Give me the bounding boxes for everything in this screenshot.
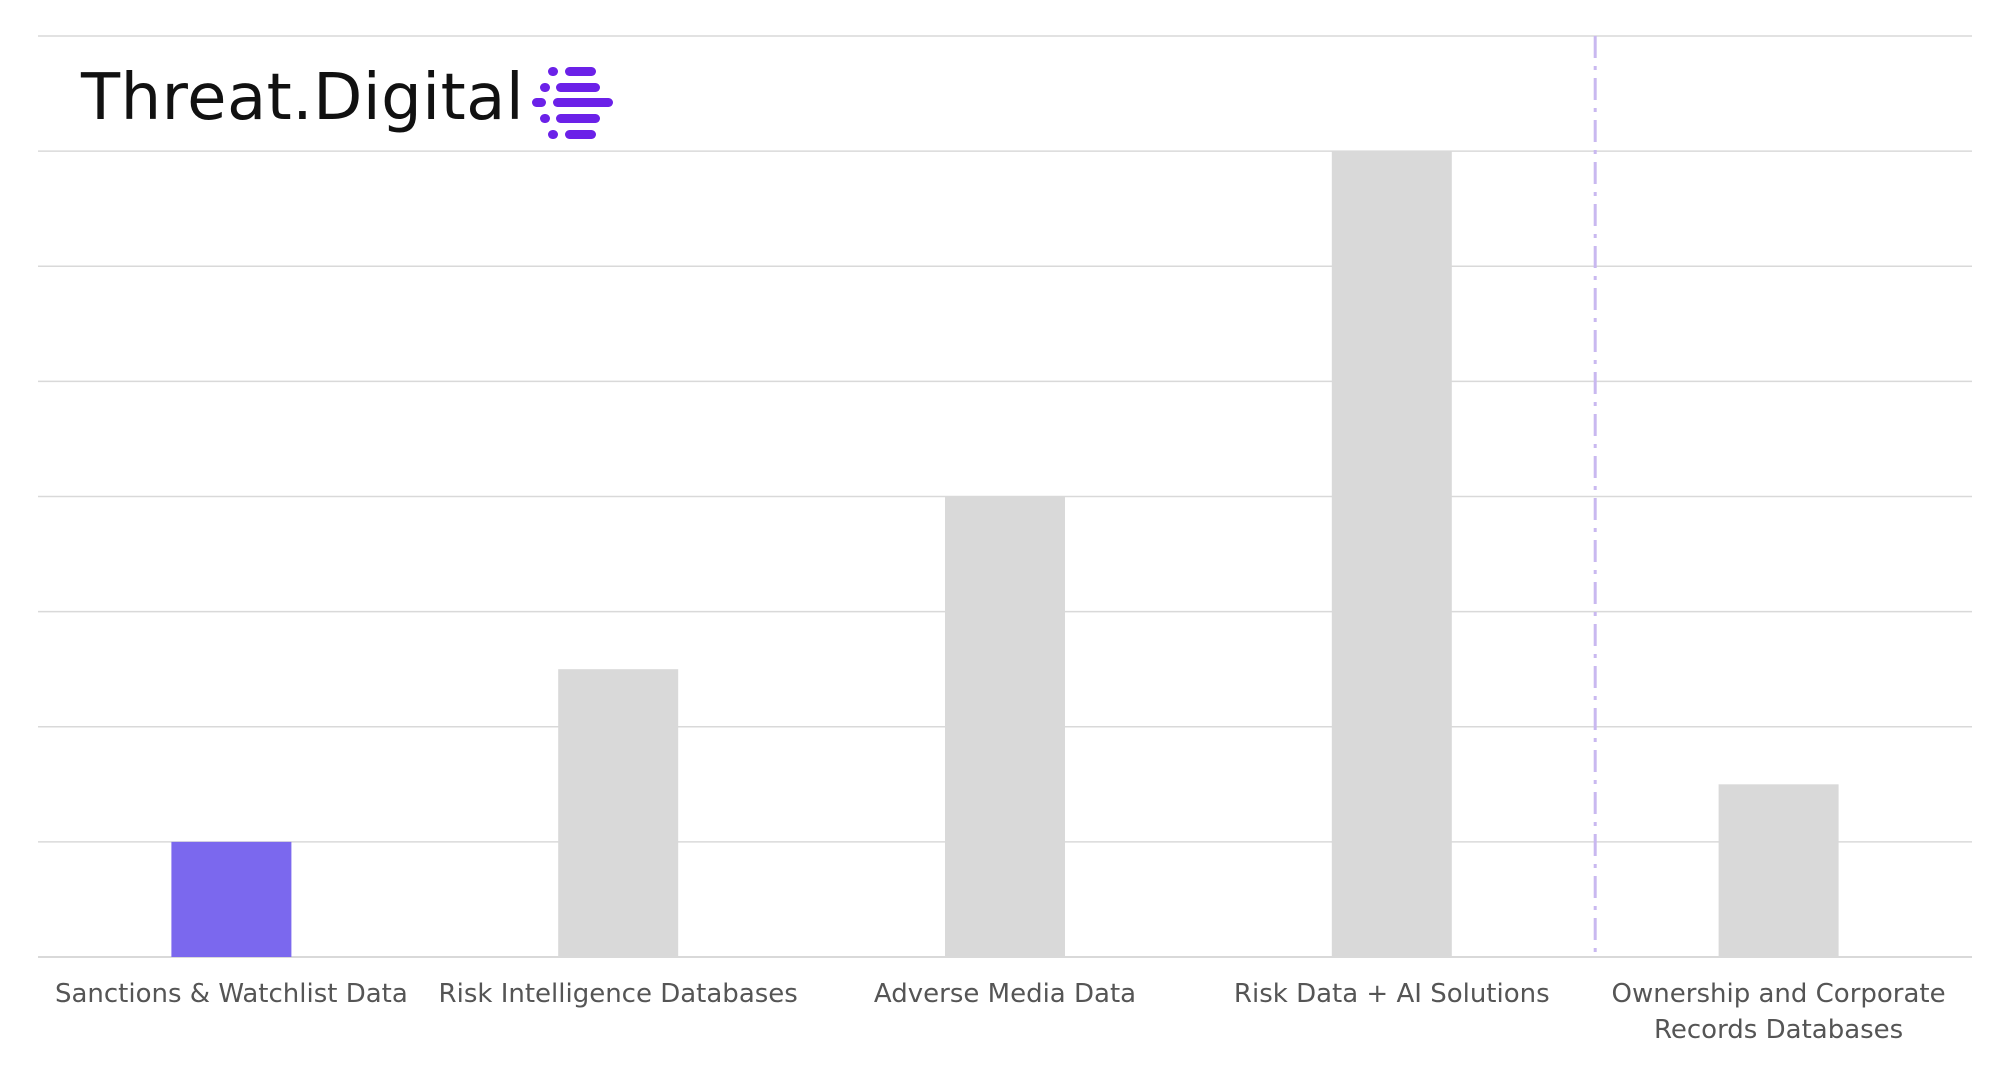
logo-dash [556, 83, 600, 92]
brand-name: Threat.Digital [80, 61, 524, 135]
logo-dash [548, 67, 558, 76]
bar-ownership-and-corporate-records-databases [1718, 784, 1839, 957]
logo-dash [565, 130, 596, 139]
category-label: Adverse Media Data [874, 979, 1136, 1009]
bar-sanctions-watchlist-data [171, 841, 292, 957]
bar-risk-intelligence-databases [558, 669, 679, 957]
bars [171, 151, 1839, 957]
logo-dash [565, 67, 596, 76]
striped-lines-logo-icon [532, 67, 613, 139]
category-label-line: Ownership and Corporate [1612, 979, 1946, 1009]
category-label: Sanctions & Watchlist Data [55, 979, 408, 1009]
bar-adverse-media-data [945, 496, 1065, 957]
category-label-line: Sanctions & Watchlist Data [55, 979, 408, 1009]
logo-dash [532, 98, 546, 107]
category-label-line: Risk Intelligence Databases [439, 979, 798, 1009]
logo-dash [553, 98, 613, 107]
logo-dash [548, 130, 558, 139]
category-labels: Sanctions & Watchlist Data Risk Intellige… [55, 979, 1946, 1045]
logo-dash [540, 83, 550, 92]
category-label: Risk Data + AI Solutions [1234, 979, 1550, 1009]
category-label-line: Adverse Media Data [874, 979, 1136, 1009]
category-label: Risk Intelligence Databases [439, 979, 798, 1009]
category-label-line: Risk Data + AI Solutions [1234, 979, 1550, 1009]
category-label: Ownership and Corporate Records Databases [1612, 979, 1946, 1045]
brand-logo: Threat.Digital [80, 61, 613, 139]
category-label-line: Records Databases [1654, 1015, 1903, 1045]
logo-dash [540, 114, 550, 123]
bar-risk-data-ai-solutions [1331, 151, 1452, 957]
logo-dash [556, 114, 600, 123]
